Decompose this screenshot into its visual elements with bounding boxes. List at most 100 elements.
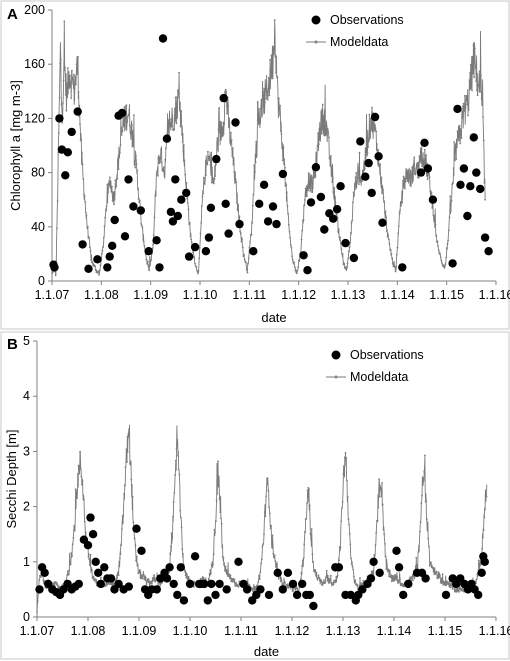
legend-model-marker: [314, 40, 318, 44]
model-point: [440, 582, 443, 584]
model-point: [315, 151, 318, 154]
model-point: [445, 247, 448, 250]
model-point: [172, 515, 174, 518]
model-point: [190, 241, 193, 244]
observation-point: [332, 205, 342, 214]
model-point: [170, 125, 173, 128]
model-point: [184, 570, 186, 573]
model-point: [275, 72, 277, 74]
model-point: [435, 570, 438, 573]
model-point: [89, 553, 92, 556]
model-point: [122, 125, 125, 128]
model-point: [56, 582, 58, 585]
model-point: [262, 104, 265, 107]
model-point: [116, 178, 119, 180]
model-point: [289, 244, 292, 247]
model-point: [70, 552, 73, 554]
model-point: [81, 151, 83, 154]
model-point: [102, 236, 105, 239]
model-point: [91, 569, 93, 571]
model-point: [337, 228, 340, 231]
model-point: [457, 139, 460, 142]
model-point: [456, 130, 459, 133]
model-point: [179, 125, 182, 128]
model-point: [419, 160, 421, 163]
observation-point: [168, 217, 178, 226]
model-point: [111, 185, 113, 188]
model-point: [372, 573, 375, 576]
model-point: [194, 262, 197, 265]
model-point: [387, 568, 390, 571]
observation-point: [358, 585, 367, 594]
model-point: [196, 270, 199, 272]
model-point: [359, 181, 362, 183]
model-point: [62, 102, 64, 104]
model-point: [228, 123, 231, 125]
model-point: [280, 580, 283, 582]
model-point: [385, 216, 388, 219]
observation-point: [309, 601, 318, 611]
observation-point: [211, 590, 220, 600]
model-point: [370, 129, 373, 132]
model-point: [147, 264, 150, 267]
model-point: [340, 520, 343, 522]
model-point: [66, 82, 69, 85]
x-tick-label: 1.1.10: [183, 288, 218, 302]
model-point: [383, 533, 386, 536]
model-point: [121, 130, 124, 133]
model-point: [388, 242, 391, 245]
model-point: [94, 578, 97, 580]
model-point: [175, 448, 178, 450]
model-point: [140, 224, 143, 227]
legend-model-marker: [334, 375, 338, 379]
model-point: [84, 201, 87, 203]
model-point: [383, 200, 386, 203]
model-point: [337, 230, 339, 233]
model-point: [331, 583, 334, 586]
model-point: [378, 165, 381, 168]
model-point: [254, 170, 256, 173]
model-point: [136, 563, 139, 566]
model-point: [409, 177, 412, 179]
observation-point: [423, 164, 433, 173]
y-tick-label: 160: [24, 57, 45, 71]
model-point: [125, 104, 128, 107]
model-point: [443, 265, 446, 268]
model-point: [210, 572, 212, 574]
model-point: [183, 159, 186, 162]
model-point: [279, 578, 282, 581]
model-point: [303, 543, 306, 546]
model-point: [64, 94, 67, 96]
model-point: [318, 576, 321, 579]
model-point: [343, 467, 345, 470]
model-point: [109, 182, 112, 185]
model-point: [117, 574, 120, 577]
y-tick-label: 80: [31, 166, 45, 180]
model-point: [130, 478, 133, 481]
model-point: [148, 269, 151, 272]
model-point: [158, 162, 161, 165]
model-point: [98, 269, 101, 272]
model-point: [306, 489, 309, 491]
model-point: [420, 161, 423, 164]
model-point: [185, 576, 188, 579]
panel-letter: A: [7, 6, 18, 23]
model-point: [51, 272, 53, 275]
model-point: [231, 155, 234, 157]
model-point: [171, 114, 174, 117]
model-point: [89, 250, 92, 252]
model-point: [113, 199, 116, 201]
model-point: [362, 579, 365, 582]
model-point: [118, 156, 121, 159]
model-point: [219, 511, 222, 513]
model-point: [200, 222, 203, 224]
model-point: [437, 577, 439, 580]
model-point: [195, 266, 198, 269]
model-point: [265, 495, 267, 498]
model-point: [356, 583, 359, 586]
model-point: [350, 563, 353, 565]
model-point: [377, 506, 380, 509]
model-point: [313, 175, 316, 178]
model-point: [253, 164, 256, 167]
observation-point: [67, 127, 76, 137]
